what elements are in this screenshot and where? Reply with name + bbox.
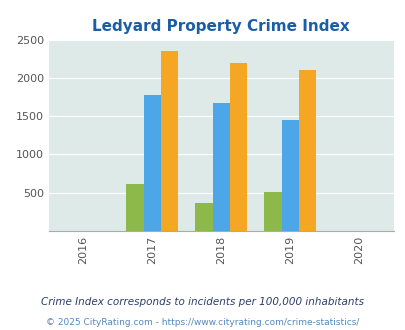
Text: © 2025 CityRating.com - https://www.cityrating.com/crime-statistics/: © 2025 CityRating.com - https://www.city… (46, 318, 359, 327)
Bar (160, 51, 178, 231)
Bar (126, 183, 143, 231)
Title: Ledyard Property Crime Index: Ledyard Property Crime Index (92, 19, 349, 34)
Bar (281, 120, 298, 231)
Bar (212, 103, 229, 231)
Text: Crime Index corresponds to incidents per 100,000 inhabitants: Crime Index corresponds to incidents per… (41, 297, 364, 307)
Bar (229, 63, 247, 231)
Bar (264, 192, 281, 231)
Bar (143, 95, 160, 231)
Bar (195, 203, 212, 231)
Bar (298, 70, 315, 231)
